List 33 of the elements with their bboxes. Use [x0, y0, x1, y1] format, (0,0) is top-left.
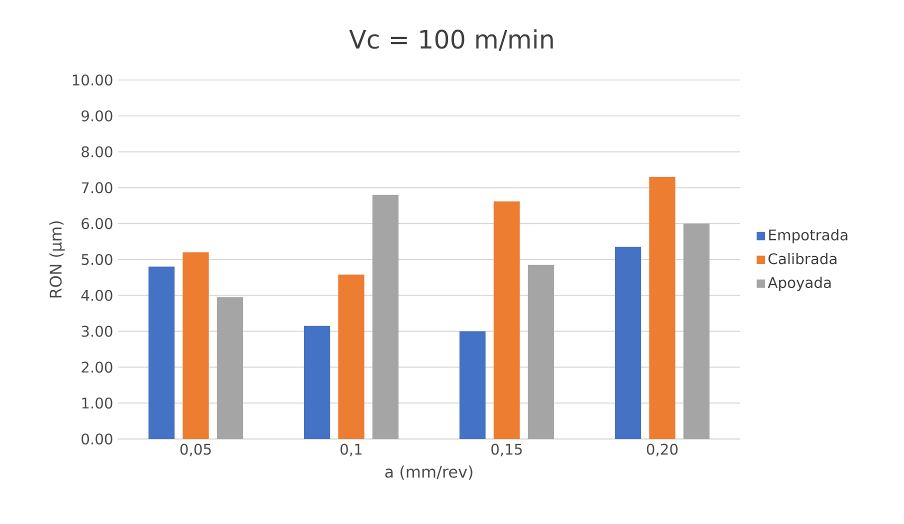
- bar: [304, 326, 330, 439]
- y-tick-label: 6.00: [82, 218, 112, 230]
- y-tick-label: 10.00: [72, 74, 112, 86]
- y-tick-label: 4.00: [81, 290, 112, 301]
- y-tick-label: 1.00: [82, 398, 112, 409]
- x-tick-label: 0,1: [340, 444, 362, 456]
- y-tick-label: 3.00: [82, 326, 112, 337]
- x-tick-label: 0,15: [491, 444, 522, 456]
- bar: [459, 331, 486, 439]
- legend-label: Calibrada: [768, 252, 836, 264]
- y-tick-label: 2.00: [82, 362, 112, 373]
- bar: [338, 274, 364, 439]
- x-axis-title: a (mm/rev): [385, 465, 472, 480]
- bar: [649, 176, 676, 439]
- y-tick-label: 7.00: [82, 182, 112, 194]
- bar: [528, 264, 554, 439]
- x-tick-label: 0,05: [180, 444, 211, 456]
- y-axis-title: RON (µm): [49, 221, 65, 298]
- bar: [182, 252, 209, 439]
- x-tick-label: 0,20: [646, 444, 678, 456]
- legend-label: Empotrada: [769, 229, 848, 244]
- y-tick-label: 5.00: [82, 254, 112, 266]
- bar: [148, 266, 175, 439]
- bar: [683, 224, 710, 439]
- legend-label: Apoyada: [768, 276, 831, 291]
- bar: [372, 194, 399, 439]
- bar: [216, 297, 244, 439]
- chart-title: Vc = 100 m/min: [349, 29, 553, 51]
- bar: [614, 246, 642, 439]
- bar: [494, 201, 520, 439]
- y-tick-label: 9.00: [82, 110, 112, 122]
- y-tick-label: 0.00: [82, 433, 112, 445]
- y-tick-label: 8.00: [82, 146, 112, 158]
